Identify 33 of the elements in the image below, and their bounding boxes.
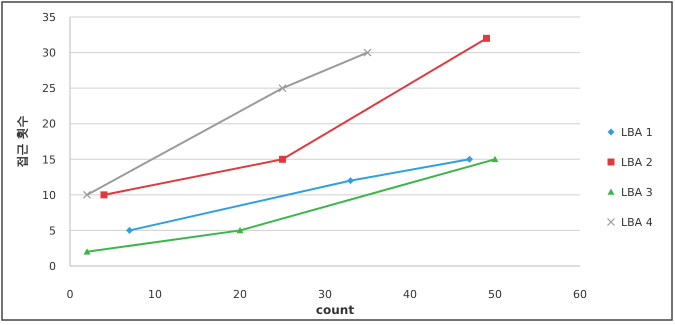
x-tick-label: 50	[488, 288, 502, 301]
point	[236, 226, 244, 234]
point	[483, 34, 490, 42]
x-tick-label: 30	[318, 288, 332, 301]
x-tick-label: 20	[233, 288, 247, 301]
x-tick-label: 0	[66, 288, 74, 301]
x-tick-label: 10	[148, 288, 162, 301]
point	[492, 156, 498, 162]
y-tick-label: 35	[42, 11, 56, 24]
point	[82, 190, 92, 199]
y-tick-label: 25	[42, 82, 56, 96]
y-tick-label: 5	[49, 224, 56, 238]
point	[278, 84, 287, 92]
point	[363, 48, 372, 57]
y-axis-title: 접근 횟수	[15, 115, 29, 168]
legend-label: LBA 1	[621, 126, 653, 139]
y-tick-label: 0	[49, 260, 56, 273]
y-tick-label: 15	[42, 153, 56, 166]
point	[126, 226, 133, 234]
x-tick-label: 60	[573, 288, 587, 301]
point	[100, 191, 108, 198]
legend-label: LBA 2	[621, 156, 653, 169]
x-tick-label: 40	[403, 288, 417, 301]
y-tick-label: 30	[42, 46, 56, 60]
point	[347, 177, 354, 184]
point	[84, 248, 90, 255]
legend-label: LBA 4	[621, 216, 653, 229]
y-tick-label: 20	[42, 118, 56, 131]
y-tick-label: 10	[42, 188, 56, 202]
point	[279, 156, 286, 163]
legend-label: LBA 3	[621, 186, 653, 199]
point	[466, 156, 473, 163]
x-axis-title: count	[316, 303, 354, 317]
